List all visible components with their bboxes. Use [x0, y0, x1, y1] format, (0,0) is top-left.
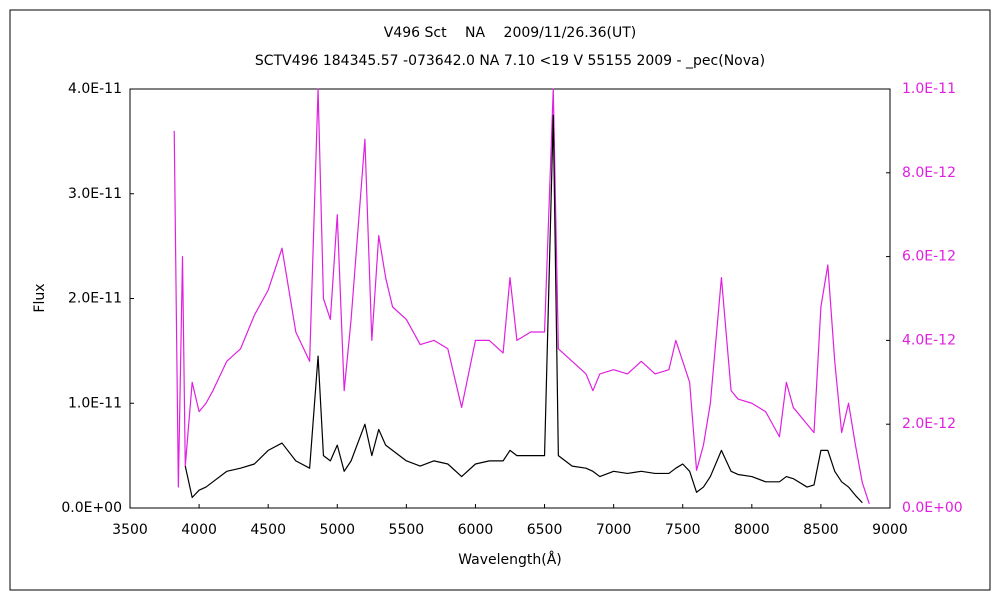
y2-tick-label: 6.0E-12 [902, 249, 956, 265]
x-tick-label: 3500 [112, 522, 148, 538]
x-tick-label: 7500 [665, 522, 701, 538]
x-tick-label: 6500 [527, 522, 563, 538]
y2-tick-label: 0.0E+00 [902, 500, 963, 516]
x-tick-label: 8500 [803, 522, 839, 538]
x-tick-label: 5500 [389, 522, 425, 538]
chart-subtitle: SCTV496 184345.57 -073642.0 NA 7.10 <19 … [255, 53, 765, 69]
chart-title: V496 Sct NA 2009/11/26.36(UT) [384, 25, 636, 41]
x-tick-label: 8000 [734, 522, 770, 538]
chart-frame [9, 9, 991, 591]
x-tick-label: 7000 [596, 522, 632, 538]
y-tick-label: 1.0E-11 [68, 395, 122, 411]
x-tick-label: 5000 [319, 522, 355, 538]
y2-tick-label: 1.0E-11 [902, 81, 956, 97]
y2-tick-label: 8.0E-12 [902, 165, 956, 181]
y-tick-label: 0.0E+00 [61, 500, 122, 516]
y-tick-label: 3.0E-11 [68, 186, 122, 202]
y2-tick-label: 2.0E-12 [902, 416, 956, 432]
spectrum-line [184, 114, 863, 504]
x-tick-label: 4000 [181, 522, 217, 538]
x-axis-label: Wavelength(Å) [458, 551, 562, 568]
y-tick-label: 4.0E-11 [68, 81, 122, 97]
y-tick-label: 2.0E-11 [68, 291, 122, 307]
spectrum-line [173, 88, 870, 504]
y2-tick-label: 4.0E-12 [902, 332, 956, 348]
x-tick-label: 4500 [250, 522, 286, 538]
x-tick-label: 9000 [872, 522, 908, 538]
x-tick-label: 6000 [458, 522, 494, 538]
y-axis-label: Flux [32, 283, 48, 312]
